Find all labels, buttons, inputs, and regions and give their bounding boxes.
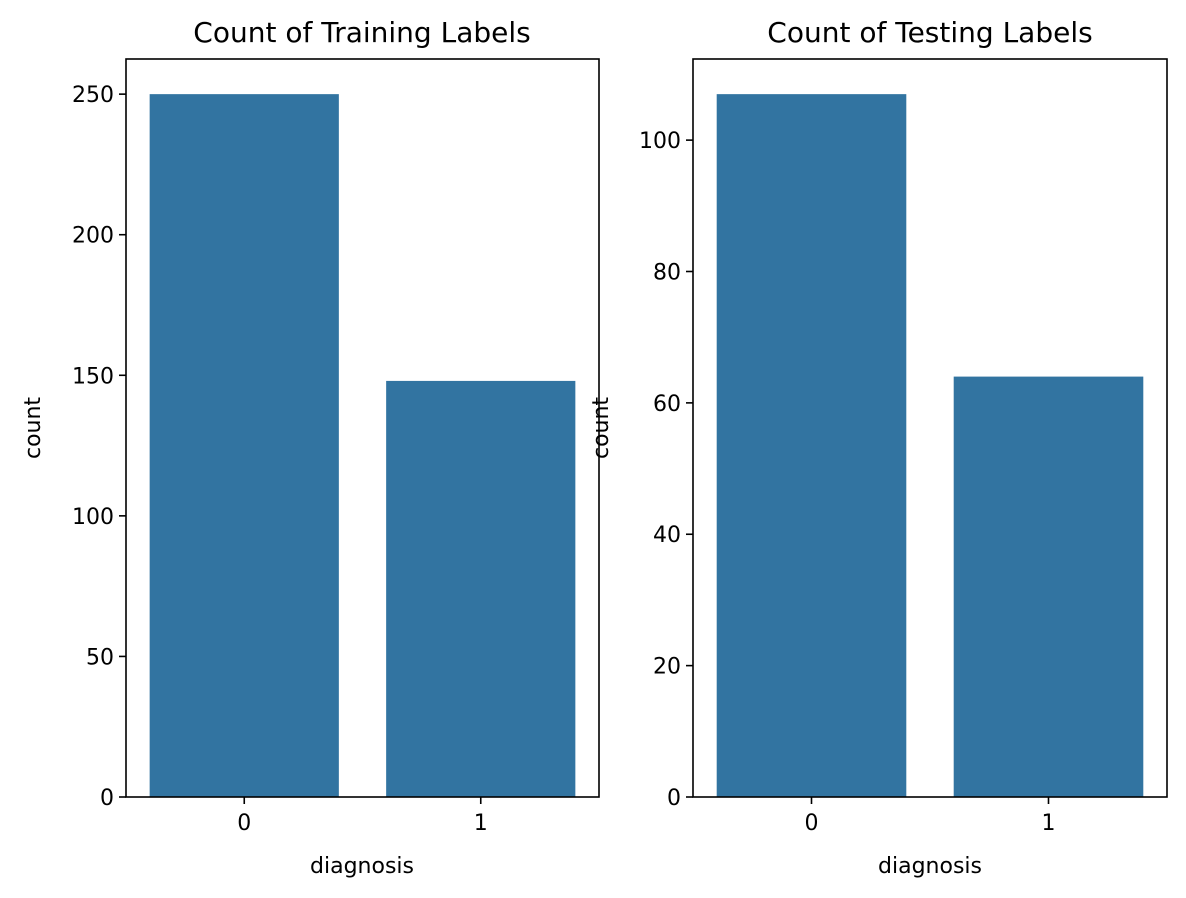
training-chart-title: Count of Training Labels — [193, 16, 530, 49]
testing-y-axis-label: count — [589, 397, 614, 459]
training-y-tick-label: 50 — [86, 645, 114, 670]
training-bar-0 — [149, 94, 339, 797]
testing-y-tick-label: 40 — [653, 523, 681, 548]
training-y-ticks: 0 50 100 150 200 250 — [72, 83, 126, 811]
testing-axes-frame — [692, 58, 1168, 798]
training-y-tick-label: 0 — [100, 786, 114, 811]
training-x-tick-label: 0 — [237, 811, 251, 836]
training-x-axis-label: diagnosis — [310, 854, 414, 879]
training-y-tick-label: 150 — [72, 364, 114, 389]
training-x-tick-label: 1 — [474, 811, 488, 836]
testing-y-tick-label: 20 — [653, 655, 681, 680]
testing-bars — [716, 94, 1144, 797]
testing-x-tick-label: 0 — [805, 811, 819, 836]
testing-y-tick-label: 80 — [653, 260, 681, 285]
training-bar-1 — [386, 380, 576, 797]
training-y-tick-label: 100 — [72, 505, 114, 530]
testing-y-ticks: 0 20 40 60 80 100 — [639, 129, 693, 811]
testing-x-tick-label: 1 — [1042, 811, 1056, 836]
testing-bar-0 — [716, 94, 907, 797]
training-chart: Count of Training Labels 0 50 100 150 200 250… — [21, 16, 600, 879]
training-y-axis-label: count — [21, 397, 46, 459]
testing-y-tick-label: 60 — [653, 392, 681, 417]
training-axes-frame — [125, 58, 600, 798]
testing-bar-1 — [953, 376, 1144, 797]
training-y-tick-label: 250 — [72, 83, 114, 108]
testing-y-tick-label: 0 — [667, 786, 681, 811]
testing-x-axis-label: diagnosis — [878, 854, 982, 879]
testing-chart-title: Count of Testing Labels — [767, 16, 1092, 49]
testing-y-tick-label: 100 — [639, 129, 681, 154]
training-y-tick-label: 200 — [72, 224, 114, 249]
training-bars — [149, 94, 576, 797]
